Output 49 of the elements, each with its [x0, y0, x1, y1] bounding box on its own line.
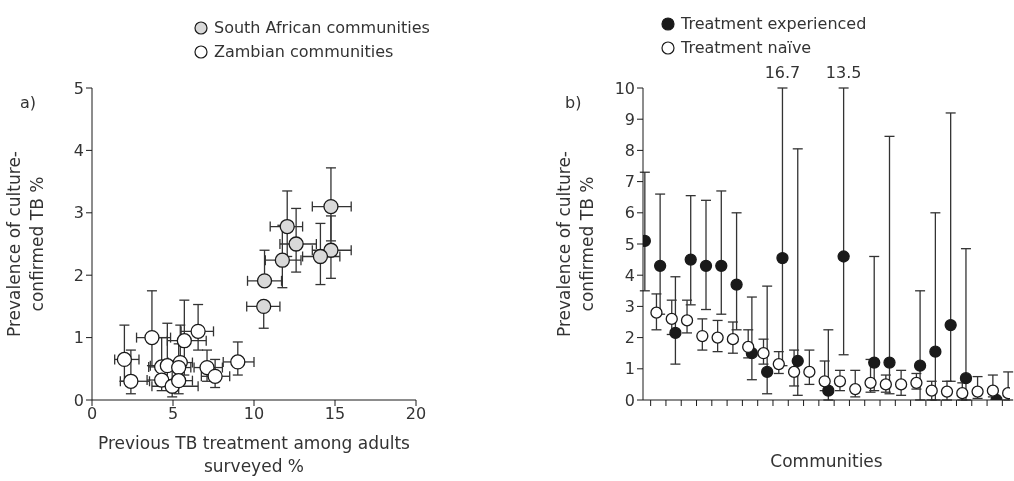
y-tick-label: 1	[624, 359, 635, 379]
y-tick-label: 1	[73, 328, 84, 348]
legend-label: Zambian communities	[214, 41, 394, 63]
text: 13.5	[825, 63, 862, 82]
y-tick-label: 2	[624, 328, 635, 348]
point	[207, 368, 223, 384]
point	[256, 273, 273, 289]
y-tick-label: 4	[73, 141, 84, 161]
point	[274, 252, 290, 268]
point	[323, 198, 339, 215]
point	[190, 323, 206, 340]
point	[144, 329, 160, 346]
point	[288, 236, 304, 252]
y-tick-label: 0	[73, 390, 84, 410]
y-tick-label: 10	[614, 78, 635, 98]
point	[256, 298, 272, 315]
y-axis-title: Prevalence of culture- confirmed TB %	[554, 151, 597, 337]
point	[154, 372, 170, 388]
point	[230, 354, 246, 370]
y-tick-label: 2	[73, 265, 84, 285]
x-tick-label: 10	[243, 404, 265, 424]
legend-label: Treatment experienced	[681, 13, 867, 35]
point	[312, 248, 329, 265]
y-tick-label: 9	[624, 109, 635, 129]
point	[176, 333, 192, 349]
y-tick-label: 4	[624, 265, 635, 285]
y-tick-label: 6	[624, 203, 635, 223]
x-tick-label: 20	[405, 404, 427, 424]
text: a)	[20, 93, 37, 112]
y-tick-label: 3	[624, 297, 635, 317]
y-tick-label: 7	[624, 172, 635, 192]
text: 16.7	[764, 63, 801, 82]
legend-label: Treatment naïve	[681, 37, 812, 59]
x-tick-label: 5	[167, 404, 179, 424]
y-tick-label: 5	[73, 78, 84, 98]
y-tick-label: 3	[73, 203, 84, 223]
point	[279, 218, 295, 235]
y-tick-label: 0	[624, 390, 635, 410]
text: b)	[565, 93, 582, 112]
y-tick-label: 5	[624, 234, 635, 254]
y-axis-title: Prevalence of culture- confirmed TB %	[4, 151, 47, 337]
legend-label: South African communities	[214, 17, 430, 39]
point	[123, 373, 139, 389]
x-axis-title: Communities	[769, 450, 884, 473]
y-tick-label: 8	[624, 141, 635, 161]
point	[116, 351, 133, 368]
x-tick-label: 15	[324, 404, 346, 424]
x-axis-title: Previous TB treatment among adults surveyed %	[97, 432, 411, 478]
x-tick-label: 0	[86, 404, 98, 424]
